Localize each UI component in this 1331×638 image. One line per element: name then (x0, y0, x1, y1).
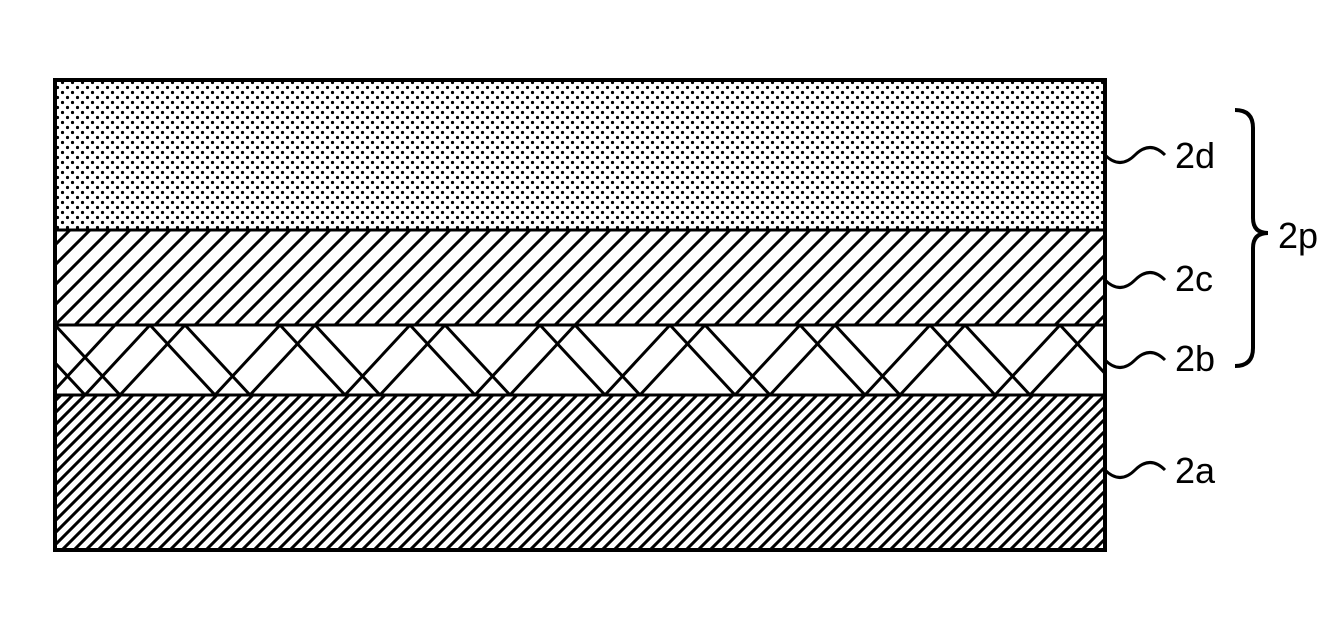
label-2p: 2p (1278, 215, 1318, 257)
lead-2d (1105, 148, 1165, 163)
lead-2b (1105, 353, 1165, 368)
label-2a: 2a (1175, 450, 1215, 492)
label-2c: 2c (1175, 258, 1213, 300)
layer-stack-svg (0, 0, 1331, 638)
label-2d: 2d (1175, 135, 1215, 177)
label-2b: 2b (1175, 338, 1215, 380)
layer-2c (55, 230, 1105, 325)
figure-canvas: 2d 2c 2b 2a 2p (0, 0, 1331, 638)
layer-2d (55, 80, 1105, 230)
lead-2a (1105, 463, 1165, 478)
brace-2p (1235, 110, 1268, 366)
layer-2b (0, 325, 1125, 395)
layer-2a (55, 395, 1105, 550)
lead-2c (1105, 273, 1165, 288)
